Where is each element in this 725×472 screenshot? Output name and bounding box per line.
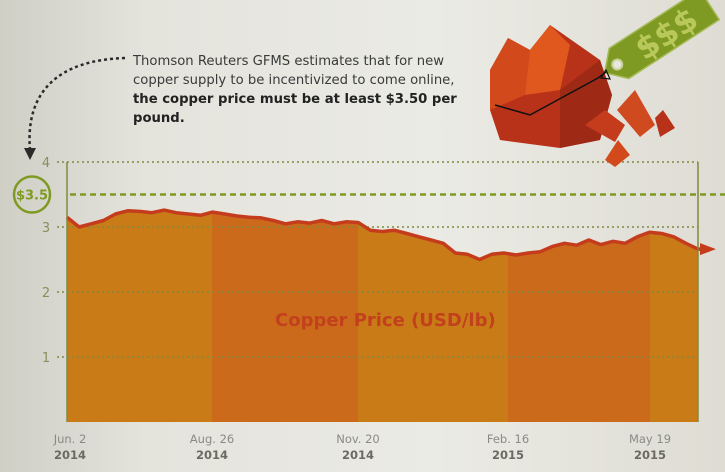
y-tick-labels: 1 2 3 4 — [42, 156, 50, 366]
x-tick-year: 2014 — [53, 448, 86, 462]
y-tick-label: 4 — [42, 156, 50, 171]
price-line — [65, 208, 702, 262]
callout-arrow — [28, 56, 126, 151]
annotation-bold: the copper price must be at least $3.50 … — [133, 92, 457, 126]
copper-rock-icon — [490, 25, 675, 167]
column-bands — [67, 210, 698, 422]
y-tick-label: 2 — [42, 286, 50, 301]
column-band — [650, 210, 698, 422]
x-tick-year: 2014 — [195, 448, 228, 462]
column-band — [67, 210, 212, 422]
x-tick-year: 2015 — [633, 448, 666, 462]
threshold-label: $3.5 — [16, 189, 48, 204]
chart-title: Copper Price (USD/lb) — [275, 310, 496, 331]
x-tick-date: Nov. 20 — [336, 432, 380, 446]
column-band — [358, 210, 508, 422]
callout-arrowhead-icon — [24, 148, 36, 160]
annotation-plain: Thomson Reuters GFMS estimates that for … — [133, 54, 455, 88]
x-tick-label: May 19 2015 — [610, 431, 690, 463]
price-tag-icon: $$$ — [603, 0, 721, 80]
x-tick-date: May 19 — [628, 432, 672, 446]
column-band — [212, 210, 358, 422]
x-tick-label: Feb. 16 2015 — [468, 431, 548, 463]
y-tick-label: 3 — [42, 221, 50, 236]
column-band — [508, 210, 650, 422]
x-tick-date: Aug. 26 — [189, 432, 235, 446]
trend-arrow-icon — [700, 243, 716, 256]
x-tick-label: Aug. 26 2014 — [172, 431, 252, 463]
threshold-circle — [12, 175, 52, 214]
gridlines — [57, 161, 698, 358]
x-tick-date: Feb. 16 — [486, 432, 530, 446]
x-tick-year: 2015 — [491, 448, 524, 462]
x-tick-label: Jun. 2 2014 — [30, 431, 110, 463]
x-tick-label: Nov. 20 2014 — [318, 431, 398, 463]
y-tick-label: 1 — [42, 351, 50, 366]
x-tick-date: Jun. 2 — [53, 432, 87, 446]
annotation-text: Thomson Reuters GFMS estimates that for … — [133, 52, 478, 128]
x-tick-year: 2014 — [341, 448, 374, 462]
